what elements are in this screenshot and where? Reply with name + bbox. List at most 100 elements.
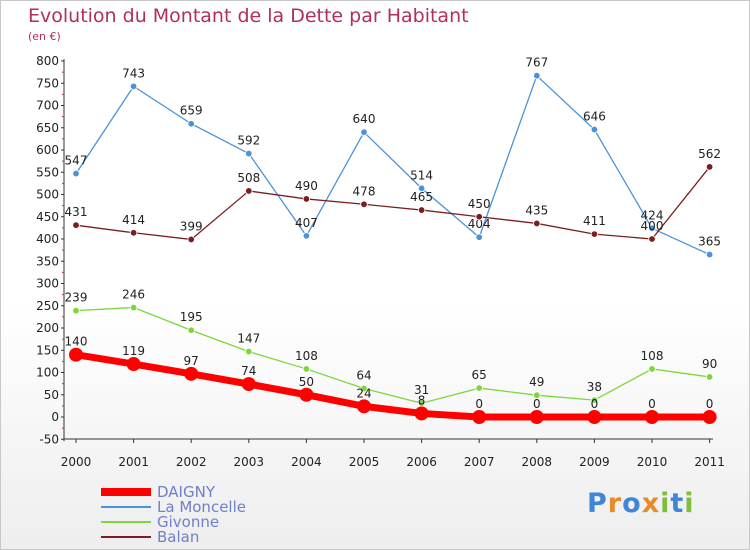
data-point: [360, 384, 368, 393]
data-label: 74: [241, 364, 256, 378]
data-label: 49: [529, 375, 544, 389]
x-tick-label: 2009: [579, 455, 610, 469]
data-point: [302, 232, 311, 240]
data-point: [587, 410, 602, 424]
data-label: 8: [418, 393, 426, 407]
data-point: [69, 347, 83, 362]
y-tick-label: 0: [51, 410, 59, 424]
data-label: 435: [525, 203, 548, 217]
data-point: [129, 82, 138, 91]
data-point: [590, 230, 599, 238]
x-tick-label: 2005: [349, 455, 380, 469]
y-tick-label: 100: [36, 366, 59, 380]
data-label: 38: [587, 380, 602, 394]
logo-letter: r: [607, 488, 623, 519]
y-tick-label: -50: [39, 432, 59, 446]
data-label: 246: [122, 288, 145, 302]
data-label: 239: [65, 291, 88, 305]
data-point: [648, 365, 656, 373]
data-point: [702, 410, 717, 424]
data-label: 65: [472, 368, 487, 382]
data-label: 646: [583, 110, 606, 124]
data-point: [590, 125, 599, 134]
legend-swatch: [101, 521, 151, 523]
data-point: [414, 406, 429, 421]
logo-letter: i: [660, 488, 671, 519]
x-tick-label: 2010: [637, 455, 668, 469]
data-label: 743: [122, 66, 145, 80]
data-point: [360, 128, 368, 136]
logo-letter: x: [641, 488, 661, 519]
data-label: 431: [65, 205, 88, 219]
legend-label: La Moncelle: [157, 498, 246, 516]
data-label: 450: [468, 197, 491, 211]
logo-letter: i: [684, 488, 695, 519]
data-label: 0: [648, 397, 656, 411]
data-label: 365: [698, 235, 721, 249]
logo-letter: t: [670, 488, 685, 519]
data-point: [705, 163, 714, 171]
data-label: 140: [65, 335, 88, 349]
data-label: 414: [122, 213, 145, 227]
y-tick-label: 500: [36, 188, 59, 202]
legend-label: Givonne: [157, 513, 220, 531]
y-tick-label: 50: [44, 388, 59, 402]
legend-swatch: [101, 488, 151, 496]
data-point: [645, 410, 659, 424]
y-tick-label: 200: [36, 321, 59, 335]
x-tick-label: 2006: [406, 455, 437, 469]
data-point: [529, 410, 544, 424]
data-label: 659: [180, 104, 203, 118]
x-tick-label: 2008: [522, 455, 553, 469]
x-tick-label: 2007: [464, 455, 495, 469]
y-tick-label: 300: [36, 277, 59, 291]
data-label: 411: [583, 214, 606, 228]
data-point: [245, 149, 253, 158]
series-line-givonne: [75, 306, 710, 404]
x-tick-label: 2000: [61, 455, 92, 469]
legend-label: Balan: [157, 528, 200, 546]
y-tick-label: 150: [36, 343, 59, 357]
data-label: 108: [295, 349, 318, 363]
data-point: [126, 357, 141, 372]
y-tick-label: 250: [36, 299, 59, 313]
proxiti-logo: Proxiti: [587, 488, 695, 519]
data-point: [475, 384, 483, 392]
data-point: [472, 410, 487, 424]
data-label: 490: [295, 179, 318, 193]
data-label: 50: [299, 375, 314, 389]
y-tick-label: 400: [36, 232, 59, 246]
data-point: [72, 306, 80, 315]
unit-label: (en €): [28, 30, 61, 43]
x-tick-label: 2004: [291, 455, 322, 469]
data-point: [245, 187, 253, 195]
data-point: [357, 399, 371, 414]
data-point: [417, 184, 426, 192]
y-tick-label: 450: [36, 210, 59, 224]
data-point: [475, 233, 483, 241]
data-label: 0: [533, 397, 541, 411]
data-label: 195: [180, 310, 203, 324]
series-line-daigny: [75, 351, 710, 421]
data-point: [72, 221, 80, 229]
data-label: 508: [237, 171, 260, 185]
data-point: [590, 396, 599, 404]
data-label: 767: [525, 56, 548, 70]
logo-letter: o: [622, 488, 642, 519]
data-label: 465: [410, 190, 433, 204]
data-label: 407: [295, 216, 318, 230]
data-point: [187, 235, 195, 244]
y-tick-label: 600: [36, 143, 59, 157]
data-label: 147: [237, 332, 260, 346]
data-label: 24: [356, 386, 371, 400]
y-tick-label: 350: [36, 254, 59, 268]
data-point: [129, 229, 138, 237]
data-point: [533, 219, 541, 228]
y-tick-label: 750: [36, 76, 59, 90]
data-label: 399: [180, 219, 203, 233]
data-label: 0: [706, 397, 714, 411]
data-point: [245, 347, 253, 356]
y-tick-label: 650: [36, 121, 59, 135]
data-label: 97: [184, 354, 199, 368]
